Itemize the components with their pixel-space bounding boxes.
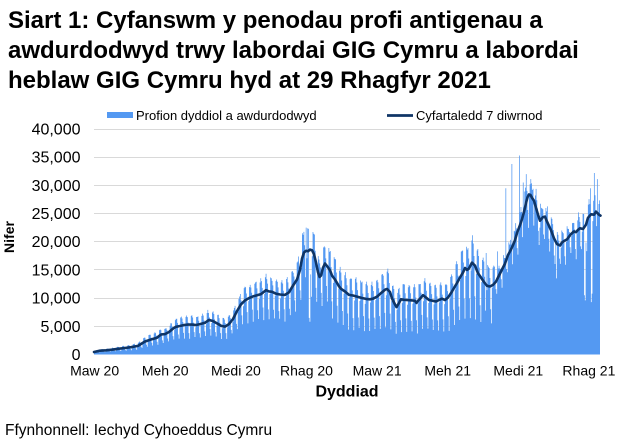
svg-text:Rhag 21: Rhag 21 bbox=[562, 363, 615, 379]
svg-text:Rhag 20: Rhag 20 bbox=[280, 363, 333, 379]
svg-text:Nifer: Nifer bbox=[1, 221, 17, 253]
svg-text:heblaw GIG Cymru hyd at 29 Rha: heblaw GIG Cymru hyd at 29 Rhagfyr 2021 bbox=[8, 67, 491, 94]
svg-text:15,000: 15,000 bbox=[32, 262, 81, 279]
svg-text:Meh 20: Meh 20 bbox=[142, 363, 189, 379]
svg-text:Profion dyddiol a awdurdodwyd: Profion dyddiol a awdurdodwyd bbox=[136, 108, 317, 123]
svg-text:Medi 21: Medi 21 bbox=[493, 363, 543, 379]
svg-text:Maw 21: Maw 21 bbox=[353, 363, 402, 379]
svg-text:20,000: 20,000 bbox=[32, 234, 81, 251]
svg-text:0: 0 bbox=[72, 347, 81, 364]
svg-text:Ffynhonnell: Iechyd Cyhoeddus: Ffynhonnell: Iechyd Cyhoeddus Cymru bbox=[5, 422, 272, 439]
svg-text:Cyfartaledd 7 diwrnod: Cyfartaledd 7 diwrnod bbox=[416, 108, 542, 123]
svg-text:Maw 20: Maw 20 bbox=[70, 363, 119, 379]
svg-text:Dyddiad: Dyddiad bbox=[315, 384, 378, 401]
svg-text:10,000: 10,000 bbox=[32, 291, 81, 308]
svg-text:Siart 1: Cyfanswm y penodau pr: Siart 1: Cyfanswm y penodau profi antige… bbox=[8, 7, 543, 34]
svg-text:30,000: 30,000 bbox=[32, 178, 81, 195]
svg-text:40,000: 40,000 bbox=[32, 122, 81, 139]
svg-text:25,000: 25,000 bbox=[32, 206, 81, 223]
svg-text:Medi 20: Medi 20 bbox=[211, 363, 261, 379]
svg-text:awdurdodwyd trwy labordai GIG: awdurdodwyd trwy labordai GIG Cymru a la… bbox=[8, 37, 579, 64]
svg-text:Meh 21: Meh 21 bbox=[424, 363, 471, 379]
svg-text:35,000: 35,000 bbox=[32, 150, 81, 167]
svg-text:5,000: 5,000 bbox=[40, 319, 80, 336]
